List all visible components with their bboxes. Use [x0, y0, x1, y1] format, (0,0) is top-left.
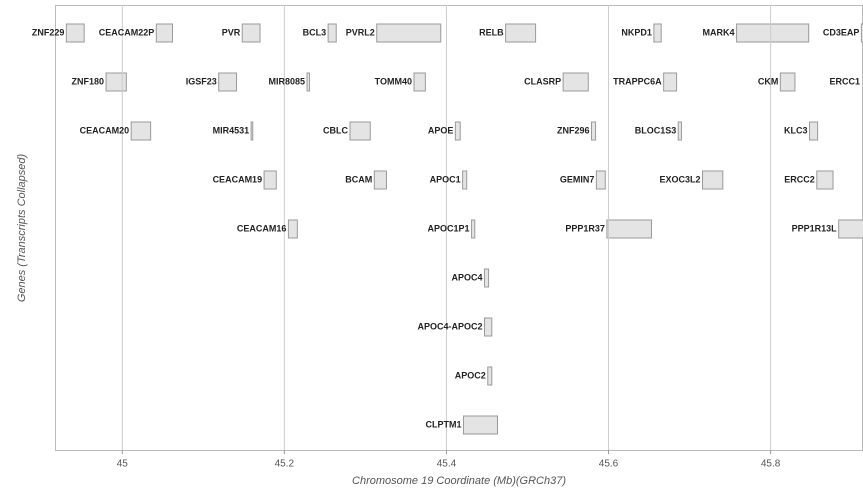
gene-label: MARK4: [703, 27, 735, 37]
gene-label: MIR4531: [213, 125, 250, 135]
gene-body: [702, 170, 724, 190]
gene-label: PPP1R37: [565, 223, 605, 233]
gene-label: ZNF180: [72, 76, 105, 86]
gene-body: [816, 170, 834, 190]
x-tick-label: 45.8: [761, 459, 781, 470]
gene-label: MIR8085: [269, 76, 306, 86]
x-tick-label: 45.2: [275, 459, 295, 470]
gene-label: BCL3: [303, 27, 327, 37]
gene-label: TRAPPC6A: [613, 76, 662, 86]
gene-label: RELB: [479, 27, 504, 37]
gene-label: APOC4: [452, 272, 483, 282]
gene-body: [462, 415, 498, 435]
gene-label: PPP1R13L: [792, 223, 838, 233]
gene-body: [462, 170, 468, 190]
gene-body: [595, 170, 606, 190]
gene-body: [327, 23, 337, 43]
y-axis-title: Genes (Transcripts Collapsed): [16, 153, 28, 302]
gene-label: TOMM40: [375, 76, 412, 86]
gene-body: [241, 23, 261, 43]
gene-body: [105, 72, 127, 92]
gene-label: CLASRP: [524, 76, 561, 86]
gene-body: [65, 23, 85, 43]
gene-label: CLPTM1: [425, 419, 461, 429]
gene-body: [487, 366, 493, 386]
gene-body: [263, 170, 277, 190]
gene-body: [373, 170, 387, 190]
gene-body: [505, 23, 537, 43]
gene-label: IGSF23: [186, 76, 217, 86]
gene-label: ZNF296: [557, 125, 590, 135]
gene-label: EXOC3L2: [660, 174, 701, 184]
gene-label: PVR: [222, 27, 241, 37]
gene-label: GEMIN7: [560, 174, 595, 184]
gene-label: CBLC: [323, 125, 348, 135]
gene-body: [287, 219, 298, 239]
x-tick-label: 45.6: [599, 459, 619, 470]
gene-body: [736, 23, 810, 43]
gene-label: CEACAM20: [80, 125, 130, 135]
gene-body: [809, 121, 819, 141]
gene-body: [454, 121, 461, 141]
gene-label: ERCC2: [784, 174, 815, 184]
gene-label: CEACAM22P: [99, 27, 155, 37]
gene-body: [413, 72, 426, 92]
x-tick-label: 45.4: [437, 459, 457, 470]
gene-body: [376, 23, 442, 43]
gene-body: [250, 121, 254, 141]
gene-label: KLC3: [784, 125, 808, 135]
gene-body: [349, 121, 371, 141]
gene-body: [606, 219, 652, 239]
plot-area: [65, 23, 863, 435]
gene-label: PVRL2: [346, 27, 375, 37]
gene-label: CEACAM19: [213, 174, 263, 184]
gene-label: APOC4-APOC2: [418, 321, 483, 331]
gene-label: NKPD1: [621, 27, 652, 37]
x-axis-title: Chromosome 19 Coordinate (Mb)(GRCh37): [352, 475, 566, 487]
gene-label: ERCC1: [829, 76, 860, 86]
gene-body: [471, 219, 476, 239]
gene-label: APOC1P1: [428, 223, 470, 233]
gene-body: [218, 72, 238, 92]
gene-body: [860, 23, 863, 43]
gene-body: [591, 121, 597, 141]
gene-body: [130, 121, 152, 141]
gene-body: [663, 72, 678, 92]
gene-label: ZNF229: [32, 27, 65, 37]
gene-label: CEACAM16: [237, 223, 287, 233]
gene-label: APOC1: [430, 174, 461, 184]
gene-label: CKM: [758, 76, 779, 86]
gene-label: CD3EAP: [823, 27, 860, 37]
gene-label: APOE: [428, 125, 454, 135]
gene-body: [779, 72, 796, 92]
gene-label: BCAM: [345, 174, 372, 184]
gene-body: [838, 219, 863, 239]
x-tick-label: 45: [117, 459, 129, 470]
gene-body: [484, 268, 490, 288]
gene-label: APOC2: [455, 370, 486, 380]
gene-body: [677, 121, 682, 141]
gene-body: [155, 23, 174, 43]
gene-body: [653, 23, 662, 43]
gene-label: BLOC1S3: [635, 125, 677, 135]
gene-body: [562, 72, 589, 92]
gene-body: [484, 317, 493, 337]
gene-body: [306, 72, 310, 92]
